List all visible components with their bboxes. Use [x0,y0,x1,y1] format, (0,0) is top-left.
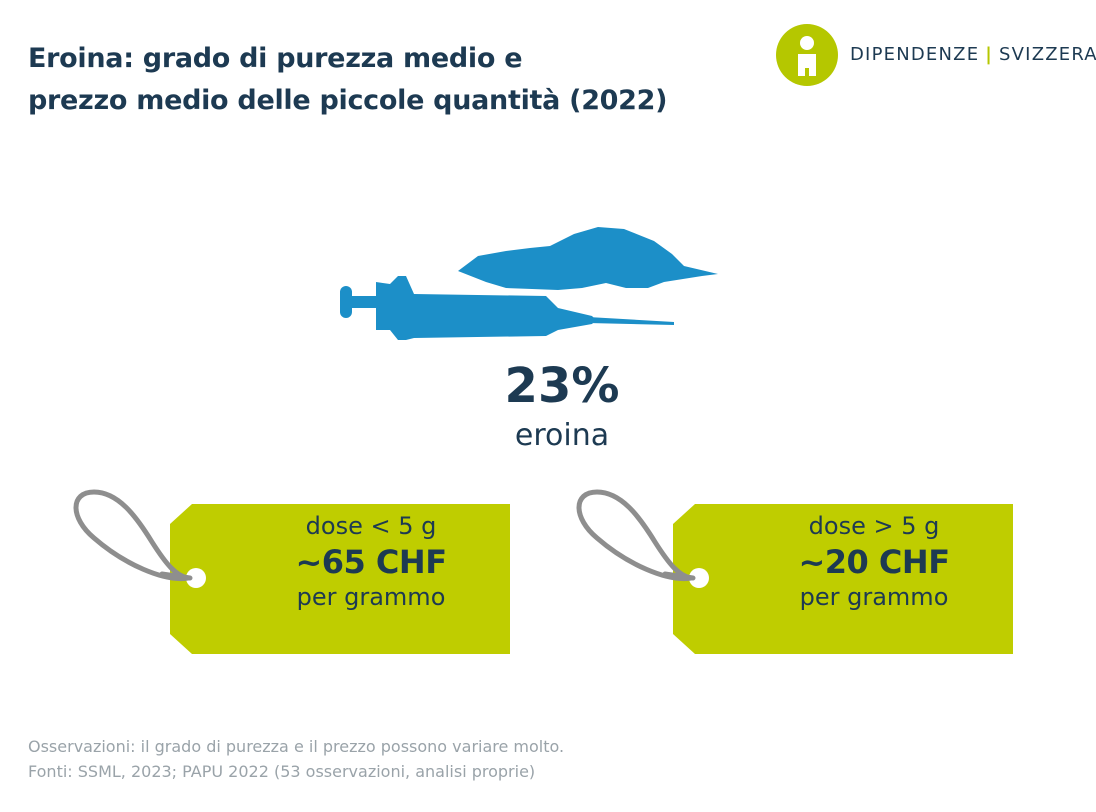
syringe-and-powder-icon [340,227,718,340]
footnote-sources: Fonti: SSML, 2023; PAPU 2022 (53 osserva… [28,762,536,781]
tag-text: dose < 5 g ~65 CHF per grammo [226,510,516,612]
logo-wordmark: DIPENDENZE | SVIZZERA [850,44,1096,65]
tag-price-value: ~65 CHF [295,543,447,581]
logo-text-left: DIPENDENZE [850,44,980,65]
logo-text-right: SVIZZERA [999,44,1096,65]
price-tag-icon [576,489,1013,654]
logo-separator: | [985,44,994,65]
price-tag-large-dose: dose > 5 g ~20 CHF per grammo [569,486,1019,666]
footnote-observations: Osservazioni: il grado di purezza e il p… [28,737,565,756]
tag-dose-label: dose < 5 g [305,512,437,540]
title-line-1: Eroina: grado di purezza medio e [28,43,523,74]
price-tag-small-dose: dose < 5 g ~65 CHF per grammo [66,486,516,666]
tag-unit-label: per grammo [799,583,949,611]
title-line-2: prezzo medio delle piccole quantità (202… [28,85,668,116]
purity-value: 23% [504,358,620,414]
tag-unit-label: per grammo [296,583,446,611]
brand-logo: DIPENDENZE | SVIZZERA [776,24,1096,90]
info-person-icon [776,24,838,86]
tag-text: dose > 5 g ~20 CHF per grammo [729,510,1019,612]
chart-title: Eroina: grado di purezza medio e prezzo … [28,38,667,122]
price-tag-icon [73,489,510,654]
tag-price-value: ~20 CHF [798,543,950,581]
footnote: Osservazioni: il grado di purezza e il p… [28,734,564,784]
tag-dose-label: dose > 5 g [808,512,940,540]
purity-label: eroina [514,418,610,453]
